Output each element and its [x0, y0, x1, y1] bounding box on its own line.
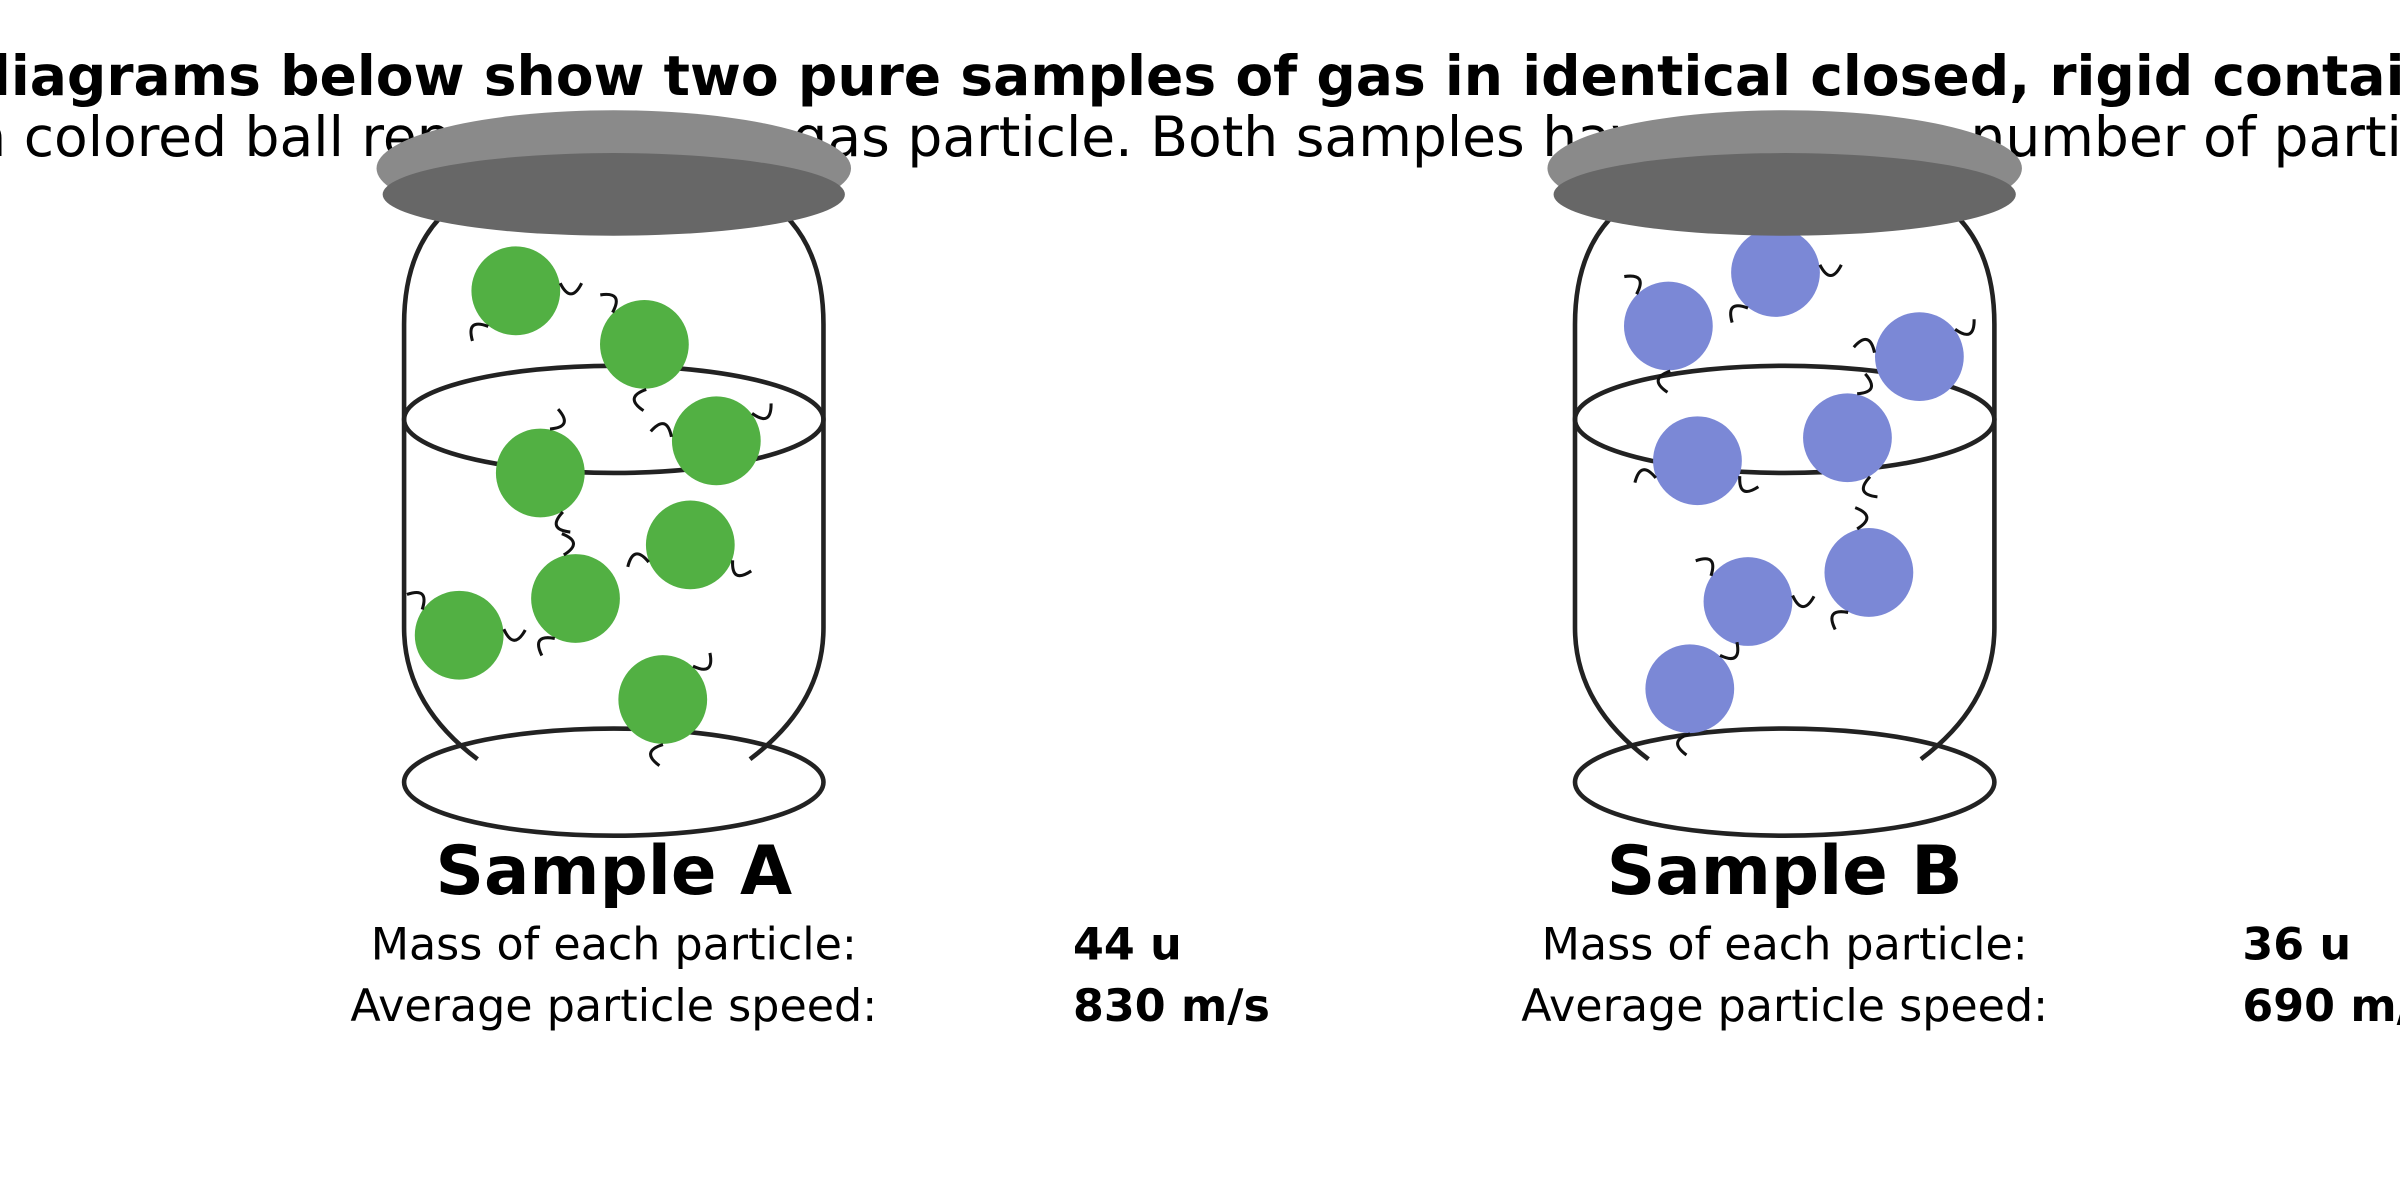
motion-mark [1656, 369, 1671, 394]
particle [1731, 228, 1820, 317]
particle [1875, 312, 1964, 402]
motion-mark [1676, 732, 1691, 757]
lid-bottom [1553, 153, 2016, 236]
motion-mark [632, 387, 647, 412]
title: The diagrams below show two pure samples… [0, 44, 2400, 108]
container-wall [401, 190, 826, 762]
motion-mark [1818, 264, 1843, 277]
motion-mark [1624, 274, 1642, 295]
containers [376, 110, 2022, 839]
motion-mark [537, 636, 556, 657]
particle [645, 500, 735, 590]
motion-mark [692, 652, 713, 671]
particle [600, 300, 689, 389]
row-label: Mass of each particle: [1542, 920, 2028, 971]
particle [531, 554, 620, 643]
motion-mark [558, 282, 584, 296]
row-label: Average particle speed: [350, 981, 877, 1032]
lid-bottom [382, 153, 845, 236]
row-value: 830 m/s [1073, 981, 1270, 1032]
sample-name: Sample B [1607, 831, 1963, 910]
particle [1653, 416, 1742, 506]
row-value: 690 m/s [2242, 981, 2400, 1032]
motion-mark [1830, 610, 1849, 631]
motion-mark [1633, 468, 1658, 484]
motion-mark [751, 403, 773, 421]
row-label: Average particle speed: [1521, 981, 2048, 1032]
motion-mark [554, 510, 571, 534]
motion-mark [561, 532, 575, 557]
motion-mark [600, 292, 618, 314]
row-value: 36 u [2242, 920, 2351, 971]
container-wall [1572, 190, 1997, 762]
motion-mark [1729, 304, 1749, 323]
container-bottom [1572, 726, 1997, 839]
motion-mark [406, 590, 426, 610]
motion-mark [1856, 372, 1874, 396]
sample-name: Sample A [435, 831, 792, 910]
particle [1703, 557, 1793, 646]
motion-mark [731, 560, 753, 578]
particle [671, 396, 761, 486]
particle [414, 590, 504, 680]
particle [471, 246, 561, 336]
motion-mark [1852, 338, 1877, 354]
motion-mark [1719, 641, 1740, 660]
row-label: Mass of each particle: [371, 920, 857, 971]
row-value: 44 u [1073, 920, 1182, 971]
motion-mark [549, 408, 566, 431]
motion-mark [1791, 594, 1816, 609]
motion-mark [1738, 476, 1760, 494]
motion-mark [1854, 506, 1869, 531]
particle [1623, 281, 1713, 371]
motion-mark [502, 628, 527, 642]
motion-mark [469, 322, 489, 342]
particle [1824, 528, 1914, 617]
motion-mark [649, 743, 664, 767]
particle [495, 428, 585, 518]
container-rim [1572, 363, 1997, 476]
motion-mark [649, 422, 673, 438]
motion-mark [626, 552, 650, 568]
container-bottom [401, 726, 826, 839]
motion-mark [1954, 319, 1976, 336]
particle [1645, 644, 1735, 734]
particle [618, 655, 708, 744]
subtitle: Each colored ball represents one gas par… [0, 105, 2400, 169]
motion-mark [1695, 557, 1715, 577]
particle [1803, 393, 1892, 483]
motion-mark [1861, 475, 1878, 499]
